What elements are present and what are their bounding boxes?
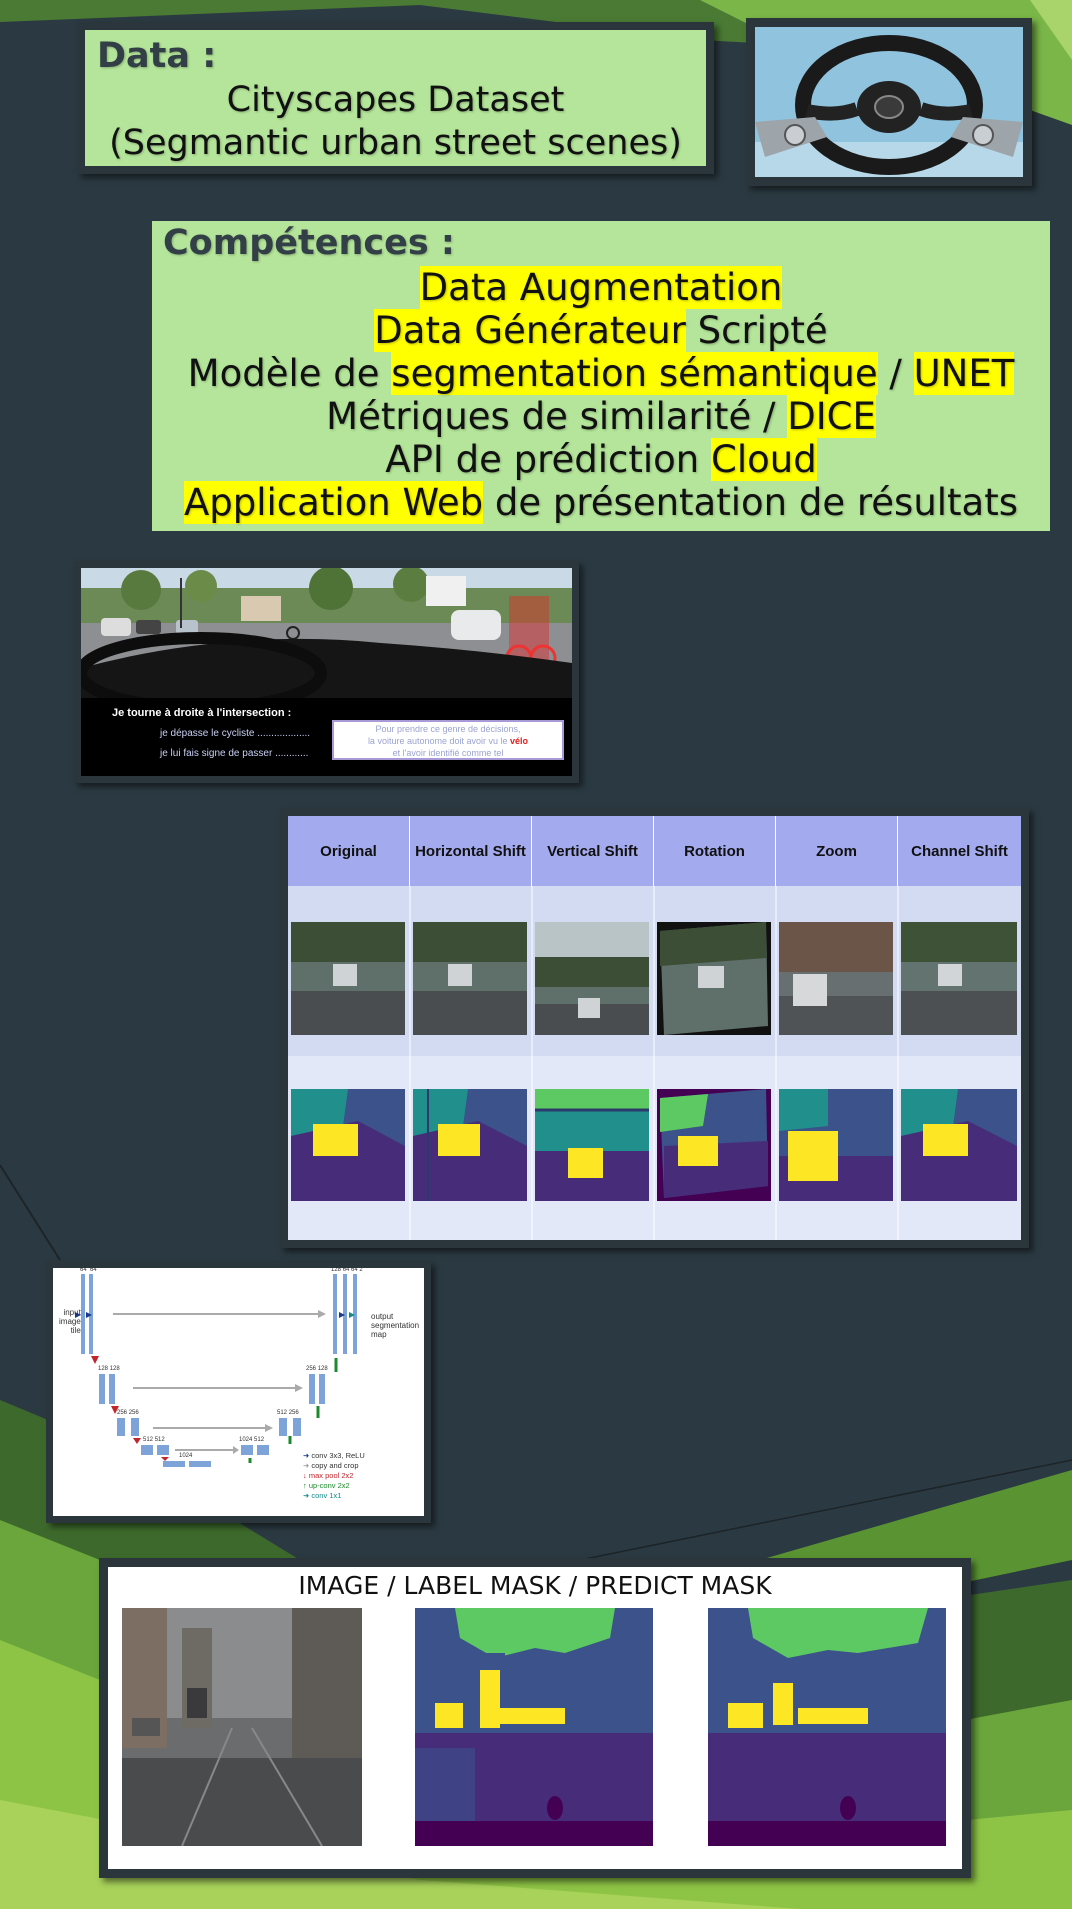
skill-web-application: Application Web de présentation de résul… bbox=[183, 481, 1019, 524]
header-horizontal-shift: Horizontal Shift bbox=[410, 816, 532, 886]
channels-level3-right: 512 256 bbox=[277, 1410, 299, 1416]
mask-horizontal-shift bbox=[413, 1089, 527, 1201]
street-caption-title: Je tourne à droite à l'intersection : bbox=[112, 707, 292, 719]
channels-top-left: 64 64 bbox=[80, 1268, 97, 1273]
street-option-2: je lui fais signe de passer ............ bbox=[160, 748, 309, 759]
header-original: Original bbox=[288, 816, 410, 886]
competences-card: Compétences : Data Augmentation Data Gén… bbox=[152, 221, 1050, 531]
prediction-title: IMAGE / LABEL MASK / PREDICT MASK bbox=[298, 1571, 772, 1600]
mask-rotation bbox=[657, 1089, 771, 1201]
skill-similarity-metrics: Métriques de similarité / DICE bbox=[326, 395, 876, 438]
competences-heading: Compétences : bbox=[163, 223, 455, 263]
channels-top-right: 128 64 64 2 bbox=[331, 1268, 363, 1273]
header-zoom: Zoom bbox=[776, 816, 898, 886]
channels-bottom: 1024 bbox=[179, 1453, 193, 1459]
decision-note: Pour prendre ce genre de décisions, la v… bbox=[332, 720, 564, 760]
input-image bbox=[122, 1608, 362, 1846]
photo-channel-shift bbox=[901, 922, 1017, 1035]
prediction-results: IMAGE / LABEL MASK / PREDICT MASK bbox=[108, 1567, 962, 1869]
mask-original bbox=[291, 1089, 405, 1201]
unet-output-label: output segmentation map bbox=[371, 1312, 420, 1339]
augmentation-table: Original Horizontal Shift Vertical Shift… bbox=[288, 816, 1021, 1240]
unet-input-label: input image tile bbox=[59, 1308, 81, 1335]
channels-level4-right: 1024 512 bbox=[239, 1437, 265, 1443]
photo-original bbox=[291, 922, 405, 1035]
channels-level3: 256 256 bbox=[117, 1410, 139, 1416]
prediction-results-frame: IMAGE / LABEL MASK / PREDICT MASK bbox=[99, 1558, 971, 1878]
steering-wheel-image-frame bbox=[746, 18, 1032, 186]
mask-zoom bbox=[779, 1089, 893, 1201]
channels-level2: 128 128 bbox=[98, 1366, 120, 1372]
mask-vertical-shift bbox=[535, 1089, 649, 1201]
unet-diagram-frame: input image tile output segmentation map 64 … bbox=[46, 1261, 431, 1523]
channels-level4: 512 512 bbox=[143, 1437, 165, 1443]
photo-rotation bbox=[657, 922, 771, 1035]
header-rotation: Rotation bbox=[654, 816, 776, 886]
steering-wheel-image bbox=[755, 27, 1023, 177]
skill-segmentation-model: Modèle de segmentation sémantique / UNET bbox=[187, 352, 1015, 395]
street-scene-frame: Je tourne à droite à l'intersection : je… bbox=[74, 561, 579, 783]
unet-diagram: input image tile output segmentation map 64 … bbox=[53, 1268, 424, 1516]
header-vertical-shift: Vertical Shift bbox=[532, 816, 654, 886]
skill-data-augmentation: Data Augmentation bbox=[419, 266, 783, 309]
predicted-mask bbox=[708, 1608, 946, 1846]
header-channel-shift: Channel Shift bbox=[898, 816, 1021, 886]
skill-data-generator: Data Générateur Scripté bbox=[374, 309, 828, 352]
street-option-1: je dépasse le cycliste .................… bbox=[160, 728, 311, 739]
mask-channel-shift bbox=[901, 1089, 1017, 1201]
dataset-description: (Segmantic urban street scenes) bbox=[109, 123, 682, 163]
street-scene-image: Je tourne à droite à l'intersection : je… bbox=[81, 568, 572, 776]
skill-prediction-api: API de prédiction Cloud bbox=[385, 438, 817, 481]
data-card: Data : Cityscapes Dataset (Segmantic urb… bbox=[77, 22, 714, 174]
label-mask bbox=[415, 1608, 653, 1846]
channels-level2-right: 256 128 bbox=[306, 1366, 328, 1372]
photo-zoom bbox=[779, 922, 893, 1035]
unet-legend: ➜ conv 3x3, ReLU ➜ copy and crop ↓ max p… bbox=[303, 1451, 365, 1500]
augmentation-table-frame: Original Horizontal Shift Vertical Shift… bbox=[280, 808, 1029, 1248]
augmentation-images bbox=[288, 886, 1021, 1240]
dataset-name: Cityscapes Dataset bbox=[226, 80, 565, 120]
photo-horizontal-shift bbox=[413, 922, 527, 1035]
photo-vertical-shift bbox=[535, 922, 649, 1035]
data-heading: Data : bbox=[97, 36, 217, 76]
